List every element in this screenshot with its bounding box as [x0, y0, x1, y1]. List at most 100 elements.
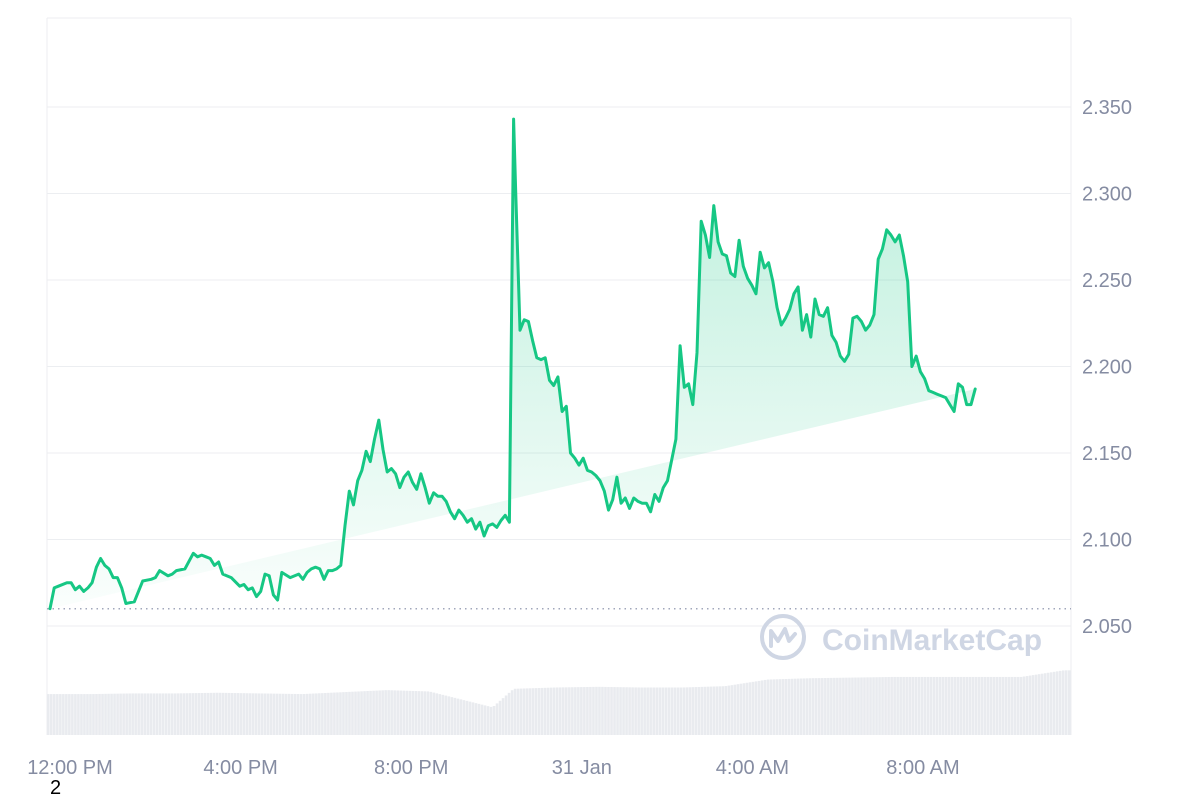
- price-point: [923, 377, 925, 379]
- volume-bar: [95, 693, 98, 735]
- price-point: [553, 384, 555, 386]
- volume-bar: [914, 676, 917, 735]
- price-point: [192, 552, 194, 554]
- y-tick-label: 2.300: [1082, 184, 1132, 206]
- volume-bar: [450, 697, 454, 735]
- volume-bar: [146, 693, 149, 735]
- volume-bar: [59, 694, 62, 735]
- price-point: [314, 566, 316, 568]
- volume-bar: [559, 687, 562, 735]
- volume-bar: [182, 693, 186, 735]
- volume-bar: [209, 692, 213, 735]
- volume-bar: [537, 688, 541, 735]
- price-point: [911, 365, 913, 367]
- volume-bar: [528, 688, 532, 735]
- volume-bar: [357, 691, 360, 735]
- volume-bar: [194, 693, 198, 735]
- price-point: [742, 265, 744, 267]
- price-point: [540, 358, 542, 360]
- volume-bar: [110, 693, 113, 735]
- volume-bar: [700, 686, 704, 735]
- volume-bar: [236, 693, 240, 735]
- volume-bar: [1052, 671, 1056, 735]
- volume-bar: [598, 686, 601, 735]
- volume-bar: [402, 690, 405, 735]
- price-point: [961, 386, 963, 388]
- price-point: [1008, 0, 1010, 1]
- price-point: [970, 403, 972, 405]
- price-point: [112, 576, 114, 578]
- volume-bar: [423, 691, 427, 735]
- volume-bar: [757, 680, 761, 735]
- volume-bar: [438, 694, 442, 735]
- volume-bar: [408, 690, 412, 735]
- volume-bar: [56, 694, 59, 735]
- volume-bar: [971, 676, 975, 735]
- price-point: [953, 410, 955, 412]
- price-point: [603, 490, 605, 492]
- volume-bar: [790, 678, 794, 735]
- price-point: [919, 371, 921, 373]
- volume-bar: [1007, 676, 1011, 735]
- price-point: [416, 488, 418, 490]
- price-point: [835, 341, 837, 343]
- volume-bar: [751, 681, 755, 735]
- volume-bar: [185, 693, 189, 735]
- volume-bar: [191, 693, 195, 735]
- volume-bar: [610, 687, 613, 735]
- volume-bar: [522, 688, 526, 735]
- volume-bar: [1019, 676, 1023, 735]
- price-point: [671, 459, 673, 461]
- price-point: [561, 410, 563, 412]
- price-point: [536, 357, 538, 359]
- price-point: [95, 566, 97, 568]
- price-point: [599, 480, 601, 482]
- volume-bar: [658, 687, 661, 735]
- volume-bar: [565, 687, 568, 735]
- price-point: [432, 492, 434, 494]
- volume-bar: [486, 706, 490, 735]
- price-point: [268, 575, 270, 577]
- price-point: [776, 307, 778, 309]
- price-point: [83, 590, 85, 592]
- volume-bar: [613, 687, 616, 735]
- volume-bar: [143, 693, 146, 735]
- volume-bar: [926, 676, 930, 735]
- volume-bar: [233, 693, 237, 735]
- volume-bar: [878, 677, 881, 735]
- volume-bar: [1049, 672, 1053, 735]
- price-point: [390, 467, 392, 469]
- volume-bar: [824, 678, 827, 735]
- volume-bar: [911, 676, 914, 735]
- price-point: [519, 329, 521, 331]
- volume-bar: [962, 676, 966, 735]
- price-point: [373, 438, 375, 440]
- coinmarketcap-watermark: CoinMarketCap: [760, 614, 1042, 660]
- price-point: [116, 576, 118, 578]
- price-point: [523, 319, 525, 321]
- price-point: [386, 471, 388, 473]
- volume-bar: [854, 677, 857, 735]
- price-point: [323, 578, 325, 580]
- price-point: [696, 352, 698, 354]
- price-point: [272, 594, 274, 596]
- volume-bar: [935, 676, 939, 735]
- volume-bar: [447, 696, 451, 735]
- volume-bar: [661, 687, 665, 735]
- price-point: [738, 239, 740, 241]
- price-point: [864, 329, 866, 331]
- x-tick-label: 4:00 AM: [716, 757, 789, 779]
- logo-m: [769, 627, 797, 648]
- volume-bar: [682, 687, 686, 735]
- volume-bar: [215, 692, 219, 735]
- volume-bar: [733, 684, 737, 735]
- price-point: [793, 293, 795, 295]
- volume-bar: [821, 678, 824, 735]
- price-point: [940, 395, 942, 397]
- price-point: [512, 118, 514, 120]
- price-point: [365, 450, 367, 452]
- volume-bar: [932, 676, 936, 735]
- volume-bar: [866, 677, 869, 735]
- volume-bar: [938, 676, 942, 735]
- price-point: [751, 284, 753, 286]
